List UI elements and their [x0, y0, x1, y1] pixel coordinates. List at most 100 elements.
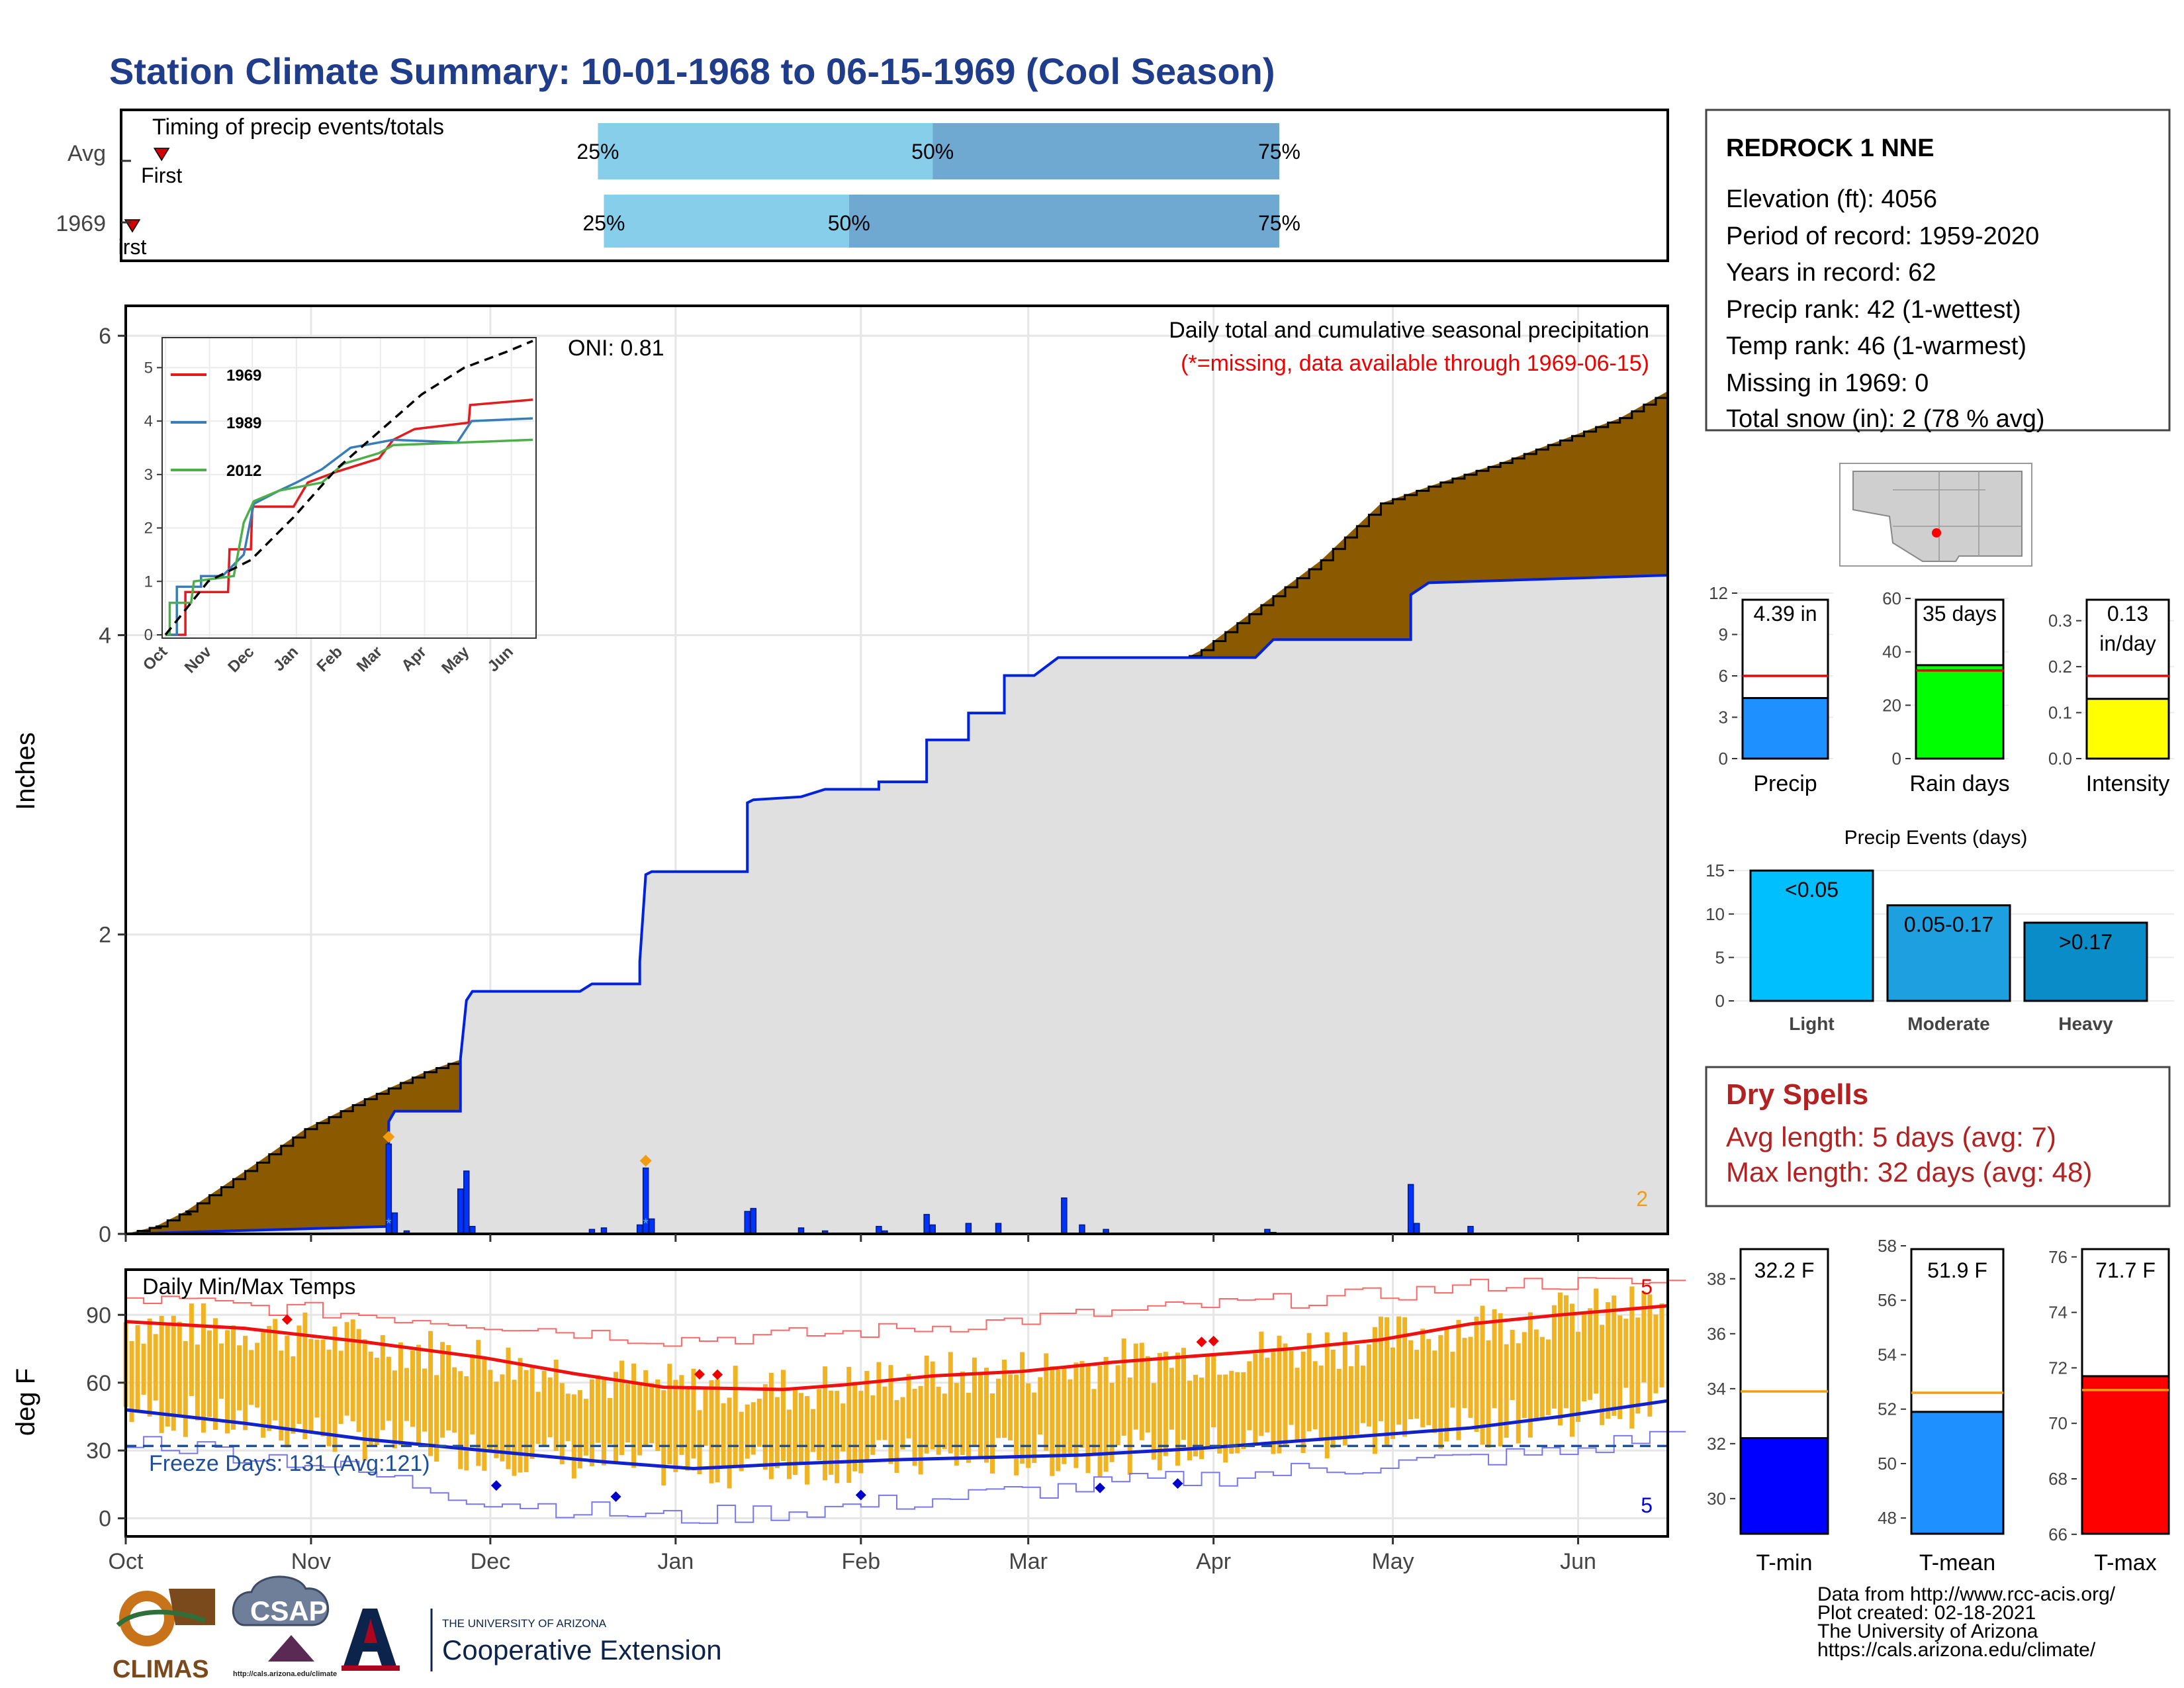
daily-temp-bar	[1115, 1365, 1120, 1446]
daily-temp-bar	[577, 1390, 582, 1469]
daily-temp-bar	[996, 1378, 1001, 1438]
daily-temp-bar	[1187, 1380, 1193, 1461]
daily-temp-bar	[1157, 1352, 1162, 1471]
daily-temp-bar	[888, 1365, 893, 1464]
daily-temp-bar	[1073, 1362, 1079, 1468]
daily-temp-bar	[1600, 1325, 1605, 1425]
temp-y-tick-label: 60	[86, 1371, 111, 1396]
daily-temp-bar	[1582, 1312, 1587, 1402]
daily-temp-bar	[733, 1366, 738, 1466]
events-y-tick-label: 0	[1715, 991, 1725, 1011]
month-axis-label: May	[1371, 1549, 1414, 1574]
daily-temp-bar	[1576, 1331, 1581, 1422]
daily-temp-bar	[751, 1402, 756, 1455]
daily-temp-bar	[1283, 1343, 1288, 1445]
daily-temp-bar	[218, 1343, 224, 1399]
inset-y-tick-label: 0	[144, 626, 153, 644]
snow-total-label: 2	[1636, 1187, 1648, 1211]
daily-temp-bar	[1480, 1305, 1485, 1445]
timing-first-marker	[153, 148, 170, 162]
daily-temp-bar	[870, 1395, 876, 1455]
daily-temp-bar	[153, 1334, 158, 1401]
totals-y-tick-label: 0.3	[2048, 611, 2072, 631]
credit-line-3: The University of Arizona	[1817, 1620, 2038, 1642]
daily-temp-bar	[661, 1390, 666, 1486]
daily-temp-bar	[1635, 1317, 1641, 1414]
daily-temp-bar	[326, 1349, 332, 1446]
month-axis-label: Oct	[109, 1549, 144, 1574]
daily-temp-bar	[1342, 1332, 1347, 1446]
daily-temp-bar	[774, 1397, 780, 1468]
events-bar-moderate	[1886, 904, 2011, 1002]
daily-temp-bar	[1594, 1288, 1599, 1394]
tmeans-category-label: T-min	[1756, 1550, 1813, 1575]
daily-temp-bar	[989, 1393, 995, 1474]
daily-temp-bar	[446, 1344, 451, 1430]
tmax-record-count: 5	[1641, 1275, 1653, 1299]
daily-temp-bar	[458, 1371, 463, 1470]
station-precip-rank: Precip rank: 42 (1-wettest)	[1726, 296, 2021, 324]
daily-temp-bar	[267, 1326, 272, 1431]
daily-temp-bar	[273, 1319, 278, 1421]
temp-means-charts: 30 32 34 36 38 32.2 F T-min 48 50 52 54 56 58 51.9 F T…	[1707, 1236, 2174, 1575]
daily-temp-bar	[876, 1362, 882, 1440]
daily-temp-bar	[924, 1355, 929, 1454]
daily-temp-bar	[1414, 1350, 1420, 1419]
daily-precip-bar	[1407, 1184, 1414, 1235]
totals-y-tick-label: 0.1	[2048, 703, 2072, 723]
daily-temp-bar	[1026, 1383, 1031, 1468]
timing-label-75: 75%	[1258, 140, 1300, 164]
daily-temp-bar	[1510, 1330, 1515, 1401]
daily-temp-bar	[1563, 1295, 1569, 1409]
daily-temp-bar	[362, 1339, 367, 1461]
daily-temp-bar	[918, 1385, 923, 1475]
csap-logo-text: CSAP	[250, 1595, 328, 1626]
freeze-days-label: Freeze Days: 131 (Avg:121)	[149, 1451, 430, 1476]
daily-temp-bar	[488, 1370, 493, 1452]
timing-label-50: 50%	[911, 140, 954, 164]
daily-temp-bar	[189, 1303, 194, 1396]
daily-temp-bar	[1588, 1308, 1593, 1400]
locator-map	[1839, 463, 2032, 567]
daily-temp-bar	[1390, 1347, 1396, 1439]
daily-temp-bar	[559, 1383, 565, 1464]
daily-temp-bar	[792, 1389, 797, 1476]
daily-temp-bar	[691, 1368, 696, 1459]
daily-precip-bar	[636, 1224, 643, 1235]
daily-temp-bar	[177, 1321, 182, 1417]
daily-temp-bar	[553, 1360, 559, 1451]
daily-precip-bar	[995, 1223, 1002, 1235]
daily-temp-bar	[1348, 1366, 1353, 1437]
daily-temp-bar	[601, 1376, 606, 1466]
tmeans-y-tick-label: 70	[2048, 1413, 2068, 1433]
daily-temp-bar	[1366, 1344, 1371, 1427]
daily-temp-bar	[302, 1312, 308, 1440]
daily-temp-bar	[285, 1335, 290, 1448]
daily-temp-bar	[332, 1326, 338, 1452]
daily-temp-bar	[482, 1358, 487, 1471]
daily-temp-bar	[512, 1380, 517, 1476]
tmeans-value-label: 71.7 F	[2095, 1258, 2156, 1282]
daily-temp-bar	[805, 1396, 810, 1485]
daily-temp-bar	[356, 1329, 361, 1432]
station-missing: Missing in 1969: 0	[1726, 369, 1929, 397]
inset-series-2012	[165, 438, 533, 636]
tmax-avg-line	[125, 1304, 1668, 1391]
totals-y-tick-label: 0.0	[2048, 749, 2072, 769]
daily-temp-bar	[1038, 1377, 1043, 1435]
tmeans-bar-t-mean	[1910, 1411, 2005, 1535]
totals-value-label: 0.13	[2107, 602, 2148, 626]
timing-bar-25-50	[604, 195, 849, 248]
station-name: REDROCK 1 NNE	[1726, 134, 1934, 162]
daily-temp-bar	[1085, 1365, 1091, 1474]
daily-temp-bar	[1181, 1348, 1186, 1440]
daily-temp-bar	[398, 1342, 403, 1446]
daily-temp-bar	[703, 1389, 708, 1446]
daily-temp-bar	[900, 1397, 905, 1450]
ua-extension-text: Cooperative Extension	[442, 1634, 722, 1665]
daily-temp-bar	[1277, 1335, 1282, 1454]
tmax-record-line	[126, 1277, 1686, 1347]
daily-temp-bar	[1606, 1302, 1611, 1419]
events-category-label: Heavy	[2058, 1013, 2113, 1034]
